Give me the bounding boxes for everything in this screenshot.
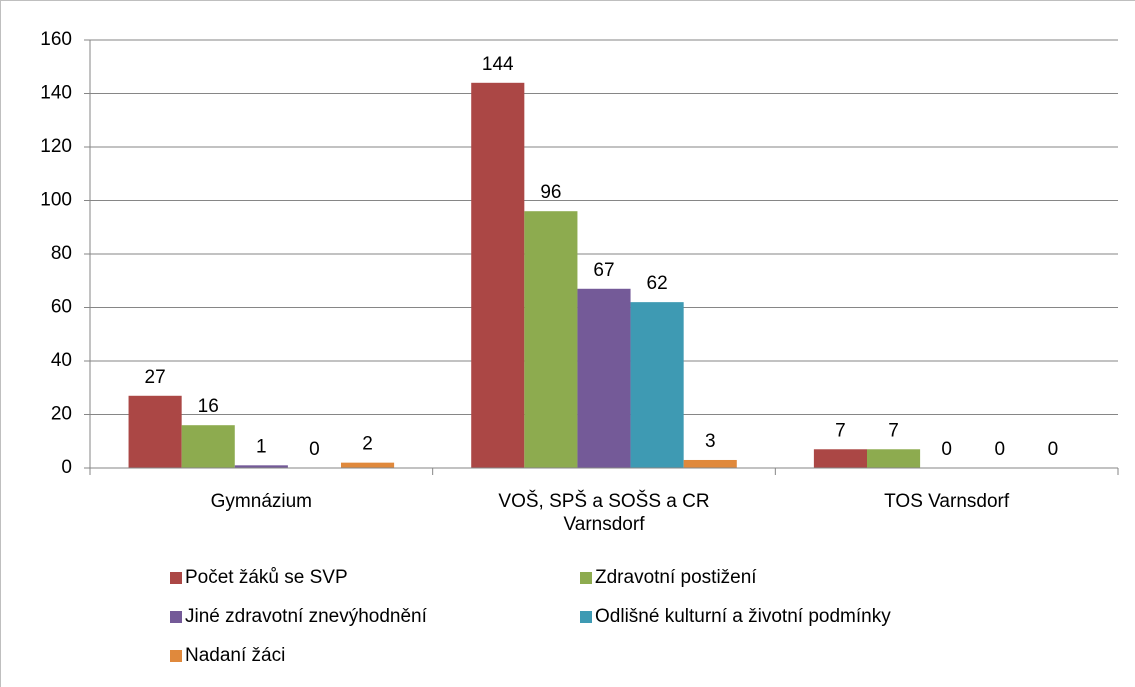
y-tick-label: 20 [51,404,72,425]
y-tick-label: 140 [40,83,72,104]
y-tick-label: 100 [40,190,72,211]
data-label: 96 [540,182,561,203]
data-label: 0 [309,439,320,460]
y-tick-label: 80 [51,243,72,264]
data-label: 7 [888,420,899,441]
legend-label: Zdravotní postižení [595,567,757,588]
x-tick-label: Gymnázium [210,491,312,512]
legend-swatch [580,611,592,623]
bar [630,302,684,468]
legend-swatch [170,650,182,662]
bar [234,465,288,468]
data-label: 16 [198,396,219,417]
legend-label: Jiné zdravotní znevýhodnění [185,606,428,627]
y-tick-label: 60 [51,297,72,318]
legend-swatch [170,611,182,623]
data-label: 7 [835,420,846,441]
bar [683,459,737,468]
bar [471,82,525,469]
y-tick-label: 160 [40,29,72,50]
data-label: 62 [647,273,668,294]
bar [128,395,182,468]
legend-label: Počet žáků se SVP [185,567,348,588]
bar [524,211,578,468]
bar [577,288,631,468]
y-tick-label: 120 [40,136,72,157]
bar [181,425,235,468]
legend-swatch [170,572,182,584]
legend-swatch [580,572,592,584]
legend-label: Nadaní žáci [185,645,285,666]
y-tick-label: 40 [51,350,72,371]
data-label: 3 [705,431,716,452]
data-label: 0 [994,439,1005,460]
bar [866,449,921,468]
data-label: 27 [145,367,166,388]
x-tick-label: VOŠ, SPŠ a SOŠS a CR Varnsdorf [498,491,710,535]
y-tick-label: 0 [61,457,72,478]
bar [813,449,867,468]
legend-label: Odlišné kulturní a životní podmínky [595,606,891,627]
x-tick-label: TOS Varnsdorf [884,491,1010,512]
data-label: 67 [593,260,614,281]
data-label: 0 [1048,439,1059,460]
bar [341,462,395,468]
data-label: 144 [482,54,514,75]
data-label: 2 [362,434,373,455]
data-label: 0 [941,439,952,460]
data-label: 1 [256,436,267,457]
